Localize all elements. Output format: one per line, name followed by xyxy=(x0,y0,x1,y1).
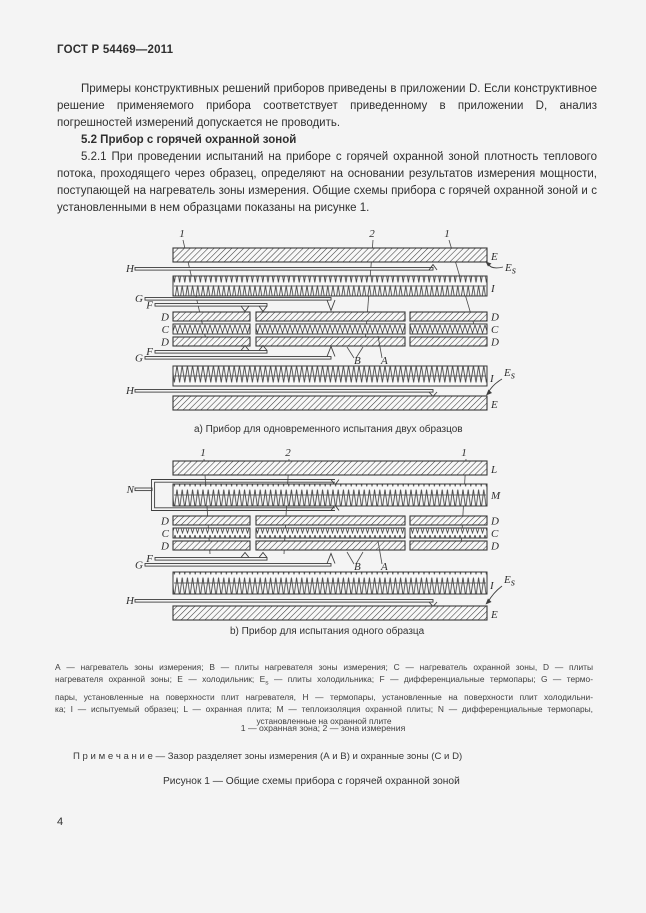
label-B: B xyxy=(354,355,361,367)
label-I: I xyxy=(489,373,495,385)
zones-legend: 1 — охранная зона; 2 — зона измерения xyxy=(240,723,406,733)
thermocouple-H-bottom: H xyxy=(125,385,438,398)
heater-row: C C xyxy=(162,527,499,540)
label-F: F xyxy=(145,553,153,565)
legend-line: пары, установленные на поверхности плит … xyxy=(55,691,593,702)
paragraph-intro: Примеры конструктивных решений приборов … xyxy=(57,83,597,129)
label-Es: Es xyxy=(503,367,515,382)
label-G: G xyxy=(135,293,143,305)
label-Es: Es xyxy=(504,262,516,277)
label-D: D xyxy=(490,337,499,349)
zone-2-label: 2 xyxy=(285,447,291,459)
label-D: D xyxy=(490,516,499,528)
label-E: E xyxy=(490,251,498,263)
labels-BA: B A xyxy=(346,335,388,367)
zone-2-label: 2 xyxy=(369,228,375,240)
label-C: C xyxy=(162,324,170,336)
label-H: H xyxy=(125,263,135,275)
specimen-I-top: I xyxy=(172,275,496,297)
cold-plate: E xyxy=(172,605,498,621)
body-text: Примеры конструктивных решений приборов … xyxy=(57,81,597,217)
heater-plate-row-top: D D xyxy=(160,311,499,324)
label-D: D xyxy=(160,516,169,528)
zone-1-label: 1 xyxy=(444,228,450,240)
label-L: L xyxy=(490,464,497,476)
legend-line: нагревателя охранной зоны; Е — холодильн… xyxy=(55,673,593,690)
cold-plate-bottom: E xyxy=(172,395,498,411)
caption-diagram-a: а) Прибор для одновременного испытания д… xyxy=(194,424,463,435)
label-N: N xyxy=(126,484,135,496)
legend-line-part: — плиты холодильника; F — дифференциальн… xyxy=(268,674,593,685)
note-text: П р и м е ч а н и е — Зазор разделяет зо… xyxy=(73,751,463,762)
label-H: H xyxy=(125,595,135,607)
label-I: I xyxy=(490,283,496,295)
page-number: 4 xyxy=(57,816,64,828)
label-C: C xyxy=(491,528,499,540)
label-H: H xyxy=(125,385,135,397)
legend-line: установленные на охранной плите xyxy=(256,716,392,727)
guard-insulation-M: M xyxy=(172,483,501,507)
thermocouple-H-top: H xyxy=(125,263,438,275)
paragraph-5-2-1: 5.2.1 При проведении испытаний на прибор… xyxy=(57,151,597,214)
label-D: D xyxy=(490,312,499,324)
label-Es: Es xyxy=(503,574,515,589)
legend-subscript: s xyxy=(265,680,269,688)
cold-plate-top: E Es xyxy=(172,247,516,277)
figure-legend: А — нагреватель зоны измерения; В — плит… xyxy=(55,661,593,728)
label-E: E xyxy=(490,609,498,621)
heater-row: C C xyxy=(162,323,499,336)
figure-caption: Рисунок 1 — Общие схемы прибора с горяче… xyxy=(163,776,460,787)
zone-1-label: 1 xyxy=(179,228,185,240)
legend-line-part: нагревателя охранной зоны; Е — холодильн… xyxy=(55,674,266,685)
diagram-a-two-specimens: 1 2 1 E Es H I G xyxy=(125,228,516,411)
label-C: C xyxy=(491,324,499,336)
label-D: D xyxy=(160,312,169,324)
differential-thermocouples-N: N xyxy=(126,479,340,511)
thermocouples-FG: F G xyxy=(135,551,336,572)
labels-BA: B A xyxy=(346,540,388,573)
label-M: M xyxy=(490,490,501,502)
legend-line: ка; I — испытуемый образец; L — охранная… xyxy=(55,704,593,715)
label-D: D xyxy=(160,337,169,349)
caption-diagram-b: b) Прибор для испытания одного образца xyxy=(230,626,425,637)
specimen-I-bottom: I Es xyxy=(172,365,515,396)
diagram-b-single-specimen: 1 2 1 L N M D xyxy=(125,447,515,621)
heater-plate-row-bottom: D D xyxy=(160,540,499,553)
label-F: F xyxy=(145,300,153,312)
zone-1-label: 1 xyxy=(461,447,467,459)
label-C: C xyxy=(162,528,170,540)
label-E: E xyxy=(490,399,498,411)
label-G: G xyxy=(135,560,143,572)
legend-line: А — нагреватель зоны измерения; В — плит… xyxy=(55,662,593,672)
page-header: ГОСТ Р 54469—2011 xyxy=(57,44,174,56)
label-I: I xyxy=(489,580,495,592)
guard-plate-L: L xyxy=(172,460,497,476)
label-F: F xyxy=(145,346,153,358)
thermocouple-H: H xyxy=(125,595,438,608)
section-heading-5-2: 5.2 Прибор с горячей охранной зоной xyxy=(81,134,297,146)
label-A: A xyxy=(380,561,388,573)
label-D: D xyxy=(490,541,499,553)
heater-plate-row-bottom: D D xyxy=(160,336,499,349)
label-B: B xyxy=(354,561,361,573)
specimen-I: I Es xyxy=(172,571,515,605)
thermocouples-FG-bottom: F G xyxy=(135,344,336,365)
heater-plate-row-top: D D xyxy=(160,515,499,528)
label-A: A xyxy=(380,355,388,367)
zone-1-label: 1 xyxy=(200,447,206,459)
label-D: D xyxy=(160,541,169,553)
label-G: G xyxy=(135,353,143,365)
